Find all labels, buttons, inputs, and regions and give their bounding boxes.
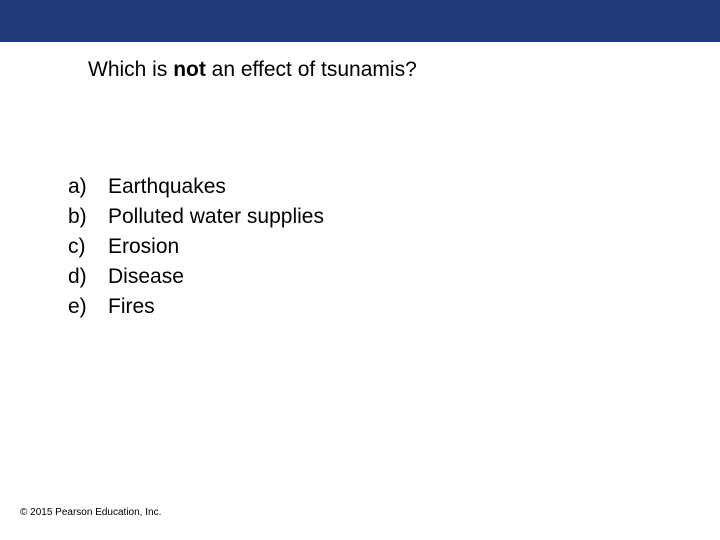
- option-letter: d): [68, 265, 102, 289]
- option-c: c) Erosion: [68, 235, 324, 259]
- option-text: Earthquakes: [102, 175, 226, 199]
- question-pre: Which is: [88, 58, 173, 81]
- question-text: Which is not an effect of tsunamis?: [88, 58, 417, 82]
- header-bar: [0, 0, 720, 42]
- option-e: e) Fires: [68, 295, 324, 319]
- option-letter: b): [68, 205, 102, 229]
- option-text: Disease: [102, 265, 184, 289]
- question-post: an effect of tsunamis?: [206, 58, 417, 81]
- option-text: Erosion: [102, 235, 179, 259]
- option-letter: c): [68, 235, 102, 259]
- option-a: a) Earthquakes: [68, 175, 324, 199]
- question-bold: not: [173, 58, 206, 81]
- option-text: Fires: [102, 295, 155, 319]
- copyright-text: © 2015 Pearson Education, Inc.: [20, 507, 161, 518]
- option-letter: a): [68, 175, 102, 199]
- option-d: d) Disease: [68, 265, 324, 289]
- option-letter: e): [68, 295, 102, 319]
- options-list: a) Earthquakes b) Polluted water supplie…: [68, 175, 324, 325]
- option-b: b) Polluted water supplies: [68, 205, 324, 229]
- option-text: Polluted water supplies: [102, 205, 324, 229]
